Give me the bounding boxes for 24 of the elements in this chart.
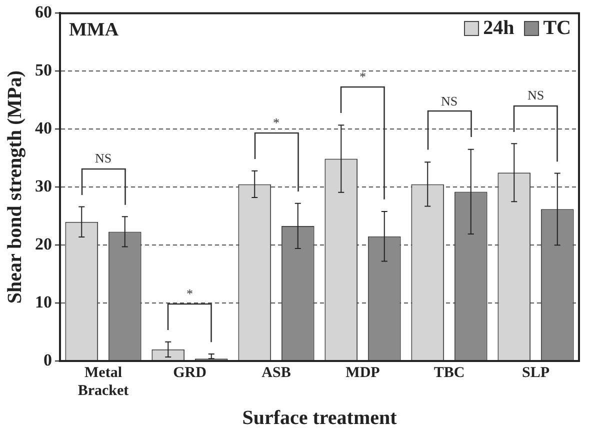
annotation: NS: [94, 150, 112, 166]
annotation: NS: [527, 88, 544, 103]
y-tick-label: 60: [35, 2, 52, 22]
annotation: *: [273, 114, 280, 130]
y-tick-label: 0: [44, 350, 52, 370]
x-tick-label: Metal Bracket: [78, 364, 129, 399]
annotation: NS: [440, 93, 458, 108]
x-tick-label: TBC: [434, 364, 465, 381]
legend-label: TC: [543, 17, 571, 40]
annotation: *: [360, 69, 366, 84]
x-tick-label: SLP: [522, 364, 550, 381]
legend-label: 24h: [483, 17, 514, 40]
x-tick-label: ASB: [262, 364, 291, 381]
x-tick-label: MDP: [346, 364, 380, 381]
y-tick-label: 50: [35, 60, 52, 80]
y-tick-label: 40: [35, 118, 52, 138]
x-tick-label: GRD: [173, 364, 207, 381]
annotation: *: [186, 286, 193, 301]
y-tick-label: 30: [35, 176, 52, 196]
annotation: MMA: [69, 20, 119, 41]
y-tick-label: 10: [35, 292, 52, 312]
y-axis-title: Shear bond strength (MPa): [4, 70, 26, 304]
x-axis-title: Surface treatment: [242, 407, 398, 430]
y-tick-label: 20: [35, 234, 52, 254]
